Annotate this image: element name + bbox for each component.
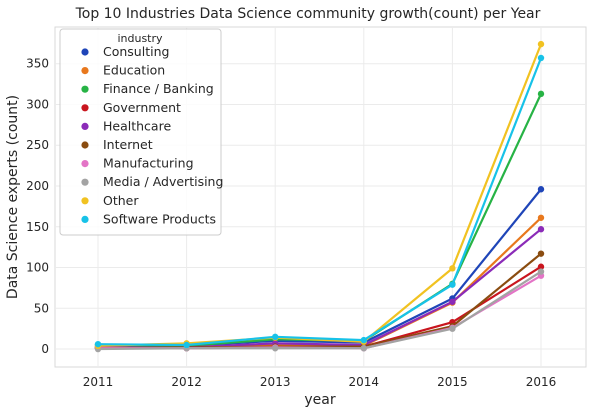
- legend-item: Finance / Banking: [81, 81, 214, 96]
- x-tick-label: 2012: [171, 375, 202, 389]
- series-lines: [94, 40, 545, 353]
- legend-marker: [81, 197, 89, 205]
- x-tick-label: 2013: [260, 375, 291, 389]
- y-tick-label: 350: [26, 57, 49, 71]
- data-point: [537, 90, 545, 98]
- legend-item: Manufacturing: [81, 156, 194, 171]
- x-tick-label: 2016: [526, 375, 557, 389]
- legend: industry Consulting Education Finance / Ba…: [59, 28, 223, 236]
- data-point: [360, 345, 367, 352]
- legend-item: Internet: [81, 137, 153, 152]
- legend-label: Education: [103, 63, 165, 78]
- data-point: [537, 250, 545, 257]
- legend-box: [59, 28, 222, 236]
- legend-label: Consulting: [103, 44, 169, 59]
- data-point: [94, 340, 102, 348]
- legend-items: Consulting Education Finance / Banking Gove…: [81, 44, 223, 226]
- legend-marker: [81, 160, 89, 168]
- series-line: [97, 270, 542, 351]
- data-point: [537, 268, 545, 275]
- series-line: [97, 57, 543, 347]
- legend-label: Manufacturing: [103, 156, 194, 171]
- y-tick-label: 150: [26, 220, 49, 234]
- legend-item: Software Products: [81, 211, 216, 226]
- y-axis-label: Data Science experts (count): [5, 95, 21, 299]
- legend-item: Other: [81, 193, 139, 208]
- y-tick-label: 100: [26, 261, 49, 275]
- data-point: [537, 54, 545, 62]
- legend-label: Healthcare: [103, 118, 171, 133]
- legend-marker: [81, 85, 89, 93]
- legend-label: Media / Advertising: [103, 174, 223, 189]
- legend-marker: [81, 215, 89, 223]
- legend-marker: [81, 48, 89, 56]
- data-point: [449, 265, 456, 272]
- y-tick-label: 250: [26, 138, 49, 152]
- chart-title: Top 10 Industries Data Science community…: [75, 6, 541, 22]
- legend-marker: [81, 104, 89, 112]
- legend-item: Media / Advertising: [81, 174, 223, 189]
- x-axis-ticks: 2011 2012 2013 2014 2015 2016: [83, 375, 557, 389]
- legend-marker: [81, 141, 89, 149]
- legend-label: Finance / Banking: [103, 81, 214, 96]
- legend-item: Education: [81, 63, 165, 78]
- series-software-products: [94, 54, 545, 349]
- series-media-advertising: [94, 268, 545, 353]
- data-point: [537, 214, 545, 221]
- legend-marker: [81, 67, 89, 75]
- x-tick-label: 2011: [83, 375, 114, 389]
- legend-marker: [81, 178, 89, 186]
- legend-label: Internet: [103, 137, 153, 152]
- data-point: [537, 226, 545, 233]
- data-point: [360, 336, 367, 344]
- data-point: [449, 281, 456, 288]
- y-tick-label: 50: [34, 301, 49, 315]
- legend-label: Software Products: [103, 211, 216, 226]
- x-tick-label: 2015: [437, 375, 468, 389]
- data-point: [272, 345, 279, 352]
- x-tick-label: 2014: [349, 375, 380, 389]
- legend-marker: [81, 122, 89, 130]
- data-point: [449, 298, 456, 305]
- data-point: [537, 263, 545, 270]
- data-point: [272, 333, 279, 341]
- data-point: [537, 40, 545, 48]
- data-point: [449, 325, 456, 332]
- y-tick-label: 300: [26, 97, 49, 111]
- y-tick-label: 200: [26, 179, 49, 193]
- legend-item: Consulting: [81, 44, 169, 59]
- data-point: [537, 186, 545, 193]
- y-axis-ticks: 0 50 100 150 200 250 300 350: [26, 57, 49, 356]
- legend-title: industry: [117, 32, 163, 45]
- legend-label: Other: [103, 193, 139, 208]
- data-point: [183, 341, 190, 349]
- legend-item: Government: [81, 100, 181, 115]
- legend-label: Government: [103, 100, 181, 115]
- y-tick-label: 0: [41, 342, 49, 356]
- legend-item: Healthcare: [81, 118, 171, 133]
- x-axis-label: year: [304, 392, 335, 408]
